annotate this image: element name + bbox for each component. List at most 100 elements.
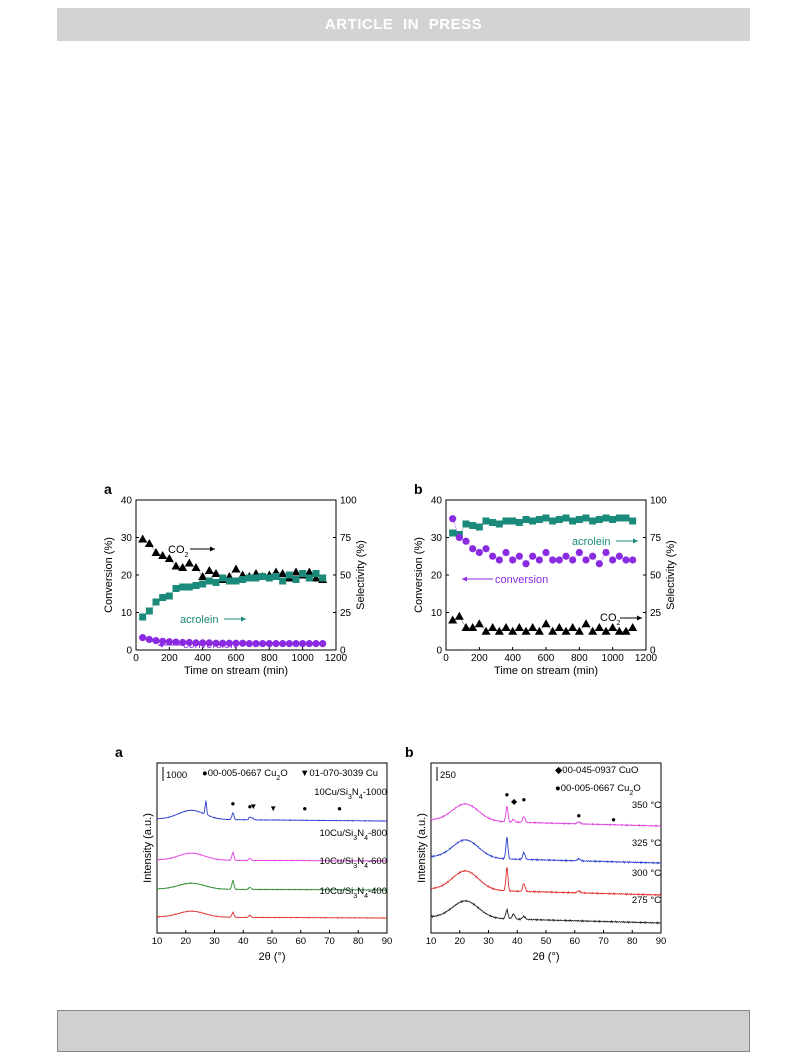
acrolein-point xyxy=(495,520,503,528)
xrd-chart-b: b 10 20 30 40 50 60 70 80 90 2θ (°) Intensity (a.u.… xyxy=(405,744,667,963)
panel-label: b xyxy=(414,481,423,497)
acrolein-point xyxy=(205,577,213,585)
co2-point xyxy=(508,626,518,635)
acrolein-point xyxy=(272,573,280,580)
conversion-point xyxy=(225,639,233,647)
co2-point xyxy=(574,626,584,635)
conversion-point xyxy=(609,556,617,564)
scale-bar-label: 250 xyxy=(440,770,456,781)
x-tick-label: 1000 xyxy=(292,653,315,664)
conversion-point xyxy=(475,548,483,557)
trace-label: 275 °C xyxy=(632,895,661,906)
xrd_800-trace xyxy=(156,851,388,862)
conversion-point xyxy=(199,639,207,647)
co2-point xyxy=(311,573,321,582)
co2-series-label: CO2 xyxy=(600,612,621,627)
conversion-arrow-head xyxy=(462,576,467,582)
acrolein-point xyxy=(285,571,293,579)
conversion-point xyxy=(502,548,510,557)
acrolein-point xyxy=(589,517,597,525)
conversion-series-line xyxy=(452,518,633,565)
y2-tick-label: 50 xyxy=(650,571,662,582)
acrolein-point xyxy=(252,574,260,582)
peak-marker: ▼ xyxy=(249,802,257,811)
x-tick-label: 80 xyxy=(353,936,364,947)
x-tick-label: 70 xyxy=(324,936,335,947)
y2-tick-label: 75 xyxy=(650,533,662,544)
panel-label: a xyxy=(115,744,123,760)
conversion-point xyxy=(179,638,187,647)
x-tick-label: 60 xyxy=(569,936,580,947)
x-axis-title: 2θ (°) xyxy=(258,951,285,963)
co2-point xyxy=(608,623,618,631)
y-tick-label: 30 xyxy=(431,533,443,544)
conversion-point xyxy=(622,556,630,564)
footer-box xyxy=(57,1010,750,1052)
peak-marker: ▼ xyxy=(269,804,277,813)
co2-point xyxy=(184,558,194,567)
trace-label: 10Cu/Si3N4-600 xyxy=(319,856,387,870)
co2-point xyxy=(488,623,498,631)
conversion-point xyxy=(515,552,523,560)
x-tick-label: 90 xyxy=(382,936,393,947)
co2-point xyxy=(514,623,524,631)
conversion-point xyxy=(629,556,637,564)
acrolein-point xyxy=(212,579,220,586)
xrd_275-trace xyxy=(430,899,662,925)
acrolein-point xyxy=(139,613,147,621)
xrd_350-trace xyxy=(430,802,662,828)
y-tick-label: 0 xyxy=(126,646,132,657)
xrd_400-trace xyxy=(156,910,388,920)
co2-point xyxy=(178,563,188,571)
conversion-point xyxy=(549,556,557,564)
conversion-point xyxy=(595,560,603,568)
conversion-point xyxy=(292,640,300,648)
co2-point xyxy=(461,623,471,631)
xrd_600-trace xyxy=(156,880,388,892)
y-tick-label: 30 xyxy=(121,533,133,544)
co2-point xyxy=(138,534,148,543)
co2-point xyxy=(291,567,301,576)
y-axis-title: Conversion (%) xyxy=(413,537,425,613)
x-tick-label: 90 xyxy=(656,936,667,947)
y2-tick-label: 100 xyxy=(650,496,667,507)
xrd_300-trace xyxy=(430,867,662,897)
y2-tick-label: 75 xyxy=(340,533,352,544)
conversion-point xyxy=(589,552,597,560)
conversion-point xyxy=(522,560,530,568)
acrolein-point xyxy=(199,580,207,588)
conversion-point xyxy=(219,639,227,647)
x-tick-label: 200 xyxy=(161,653,178,664)
acrolein-point xyxy=(622,514,630,522)
acrolein-point xyxy=(535,516,543,523)
x-tick-label: 400 xyxy=(504,653,521,664)
x-tick-label: 60 xyxy=(295,936,306,947)
conversion-point xyxy=(312,640,320,648)
co2-point xyxy=(211,569,221,577)
co2-point xyxy=(534,626,544,635)
co2-point xyxy=(191,563,201,571)
x-tick-label: 10 xyxy=(152,936,163,947)
co2-arrow-head xyxy=(210,546,215,552)
acrolein-point xyxy=(305,574,313,582)
co2-point xyxy=(198,572,208,580)
acrolein-point xyxy=(165,592,173,600)
conversion-point xyxy=(319,640,327,648)
x-axis-title: Time on stream (min) xyxy=(184,665,288,677)
conversion-point xyxy=(542,548,550,557)
acrolein-point xyxy=(542,514,550,522)
conversion-point xyxy=(265,640,273,648)
acrolein-point xyxy=(595,516,603,523)
y-tick-label: 0 xyxy=(436,646,442,657)
conversion-point xyxy=(145,635,153,644)
acrolein-point xyxy=(192,582,200,589)
y2-tick-label: 0 xyxy=(340,646,346,657)
co2-point xyxy=(474,619,484,628)
co2-point xyxy=(561,626,571,635)
xrd_325-trace xyxy=(430,837,662,865)
article-in-press-banner: ARTICLE IN PRESS xyxy=(57,8,750,41)
conversion-point xyxy=(602,548,610,557)
acrolein-point xyxy=(569,517,577,525)
acrolein-point xyxy=(179,583,187,591)
co2-point xyxy=(151,548,161,556)
